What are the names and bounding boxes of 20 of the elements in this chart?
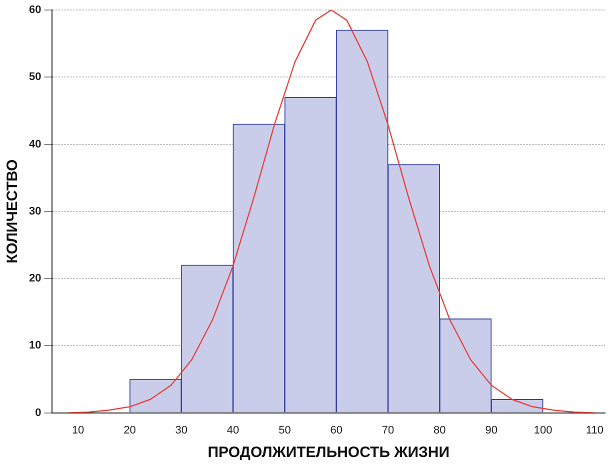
x-tick-label: 90	[485, 424, 498, 436]
y-tick-label: 0	[35, 406, 42, 419]
y-tick-label: 10	[28, 340, 42, 352]
x-tick-label: 10	[72, 424, 84, 436]
y-tick-label: 30	[28, 205, 42, 218]
y-tick-label: 60	[28, 4, 42, 16]
y-tick-label: 50	[28, 71, 42, 84]
x-tick-label: 60	[330, 424, 342, 436]
x-tick-label: 80	[434, 424, 446, 436]
x-tick-label: 110	[586, 424, 604, 436]
x-axis-title: ПРОДОЛЖИТЕЛЬНОСТЬ ЖИЗНИ	[208, 444, 450, 462]
x-tick-label: 100	[534, 424, 552, 436]
y-tick-label: 40	[28, 138, 42, 150]
y-tick-label: 20	[28, 272, 42, 285]
x-tick-label: 40	[226, 424, 240, 436]
y-axis-title: КОЛИЧЕСТВО	[4, 159, 22, 264]
x-tick-label: 70	[382, 424, 394, 436]
x-tick-label: 20	[124, 424, 136, 436]
x-tick-label: 30	[175, 424, 188, 436]
x-tick-label: 50	[278, 424, 291, 436]
